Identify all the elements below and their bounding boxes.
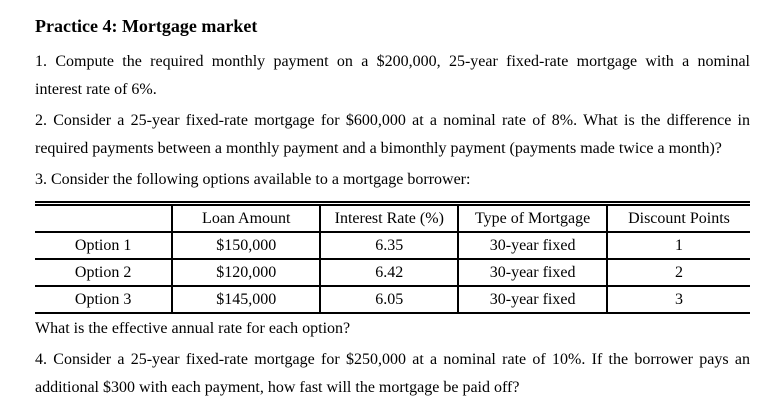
question-2-line-2: required payments between a monthly paym… [35, 140, 722, 157]
loan-amount-cell: $145,000 [171, 286, 321, 314]
page-title: Practice 4: Mortgage market [35, 14, 750, 38]
header-interest-rate: Interest Rate (%) [319, 203, 459, 233]
mortgage-type-cell: 30-year fixed [457, 286, 607, 314]
table-header-row: Loan Amount Interest Rate (%) Type of Mo… [35, 203, 750, 233]
interest-rate-cell: 6.05 [319, 286, 459, 314]
interest-rate-cell: 6.42 [319, 259, 459, 287]
question-4-line-1: 4. Consider a 25-year fixed-rate mortgag… [35, 351, 750, 368]
interest-rate-cell: 6.35 [319, 232, 459, 260]
row-label: Option 1 [35, 232, 173, 260]
row-label: Option 3 [35, 286, 173, 314]
row-label: Option 2 [35, 259, 173, 287]
question-3-followup: What is the effective annual rate for ea… [35, 320, 351, 337]
discount-points-cell: 2 [605, 259, 750, 287]
mortgage-options-table: Loan Amount Interest Rate (%) Type of Mo… [35, 201, 750, 314]
question-2-line-1: 2. Consider a 25-year fixed-rate mortgag… [35, 112, 750, 129]
mortgage-type-cell: 30-year fixed [457, 259, 607, 287]
header-loan-amount: Loan Amount [171, 203, 321, 233]
question-1-line-2: interest rate of 6%. [35, 81, 157, 98]
discount-points-cell: 1 [605, 232, 750, 260]
table-row-option-2: Option 2 $120,000 6.42 30-year fixed 2 [35, 259, 750, 287]
header-mortgage-type: Type of Mortgage [457, 203, 607, 233]
question-1-line-1: 1. Compute the required monthly payment … [35, 53, 750, 70]
table-row-option-1: Option 1 $150,000 6.35 30-year fixed 1 [35, 232, 750, 260]
discount-points-cell: 3 [605, 286, 750, 314]
loan-amount-cell: $150,000 [171, 232, 321, 260]
table-row-option-3: Option 3 $145,000 6.05 30-year fixed 3 [35, 286, 750, 314]
question-4-line-2: additional $300 with each payment, how f… [35, 379, 520, 396]
mortgage-type-cell: 30-year fixed [457, 232, 607, 260]
page-title-text: Practice 4: Mortgage market [35, 16, 258, 36]
loan-amount-cell: $120,000 [171, 259, 321, 287]
header-blank [35, 203, 173, 233]
question-3-intro: 3. Consider the following options availa… [35, 171, 471, 188]
header-discount-points: Discount Points [605, 203, 750, 233]
